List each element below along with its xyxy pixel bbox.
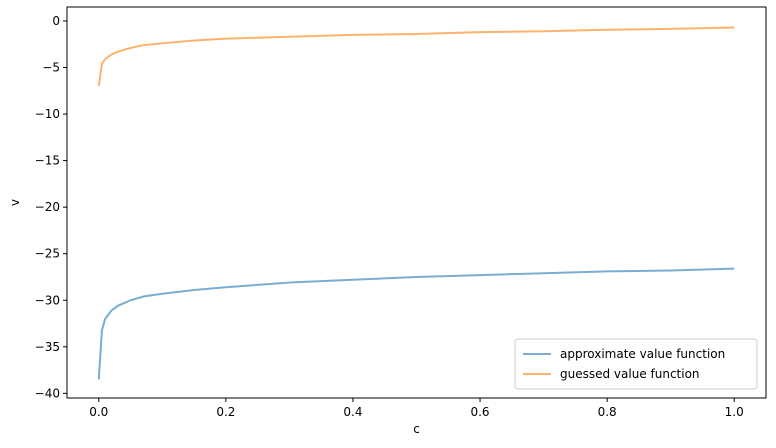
x-tick-label: 0.2 xyxy=(216,405,235,419)
y-tick-label: −20 xyxy=(35,200,60,214)
y-axis: 0 −5 −10 −15 −20 −25 −30 −35 −40 xyxy=(35,14,67,400)
legend: approximate value function guessed value … xyxy=(514,338,758,390)
y-tick-label: −30 xyxy=(35,293,60,307)
y-tick-label: −25 xyxy=(35,247,60,261)
series-layer xyxy=(97,26,735,380)
series-line-2 xyxy=(97,26,735,87)
y-tick-label: −40 xyxy=(35,386,60,400)
x-tick-label: 0.0 xyxy=(89,405,108,419)
y-axis-label: v xyxy=(8,199,22,206)
y-tick-label: −5 xyxy=(42,61,60,75)
legend-label-2: guessed value function xyxy=(560,367,700,381)
x-axis-label: c xyxy=(413,422,420,436)
y-tick-label: −35 xyxy=(35,340,60,354)
x-axis: 0.0 0.2 0.4 0.6 0.8 1.0 xyxy=(89,398,744,419)
series-line-1 xyxy=(97,267,735,380)
x-tick-label: 0.4 xyxy=(343,405,362,419)
legend-label-1: approximate value function xyxy=(560,347,725,361)
y-tick-label: −10 xyxy=(35,107,60,121)
x-tick-label: 0.6 xyxy=(470,405,489,419)
x-tick-label: 0.8 xyxy=(598,405,617,419)
y-tick-label: 0 xyxy=(52,14,60,28)
y-tick-label: −15 xyxy=(35,154,60,168)
legend-box xyxy=(514,338,758,390)
x-tick-label: 1.0 xyxy=(725,405,744,419)
plot-area-frame xyxy=(66,6,767,399)
